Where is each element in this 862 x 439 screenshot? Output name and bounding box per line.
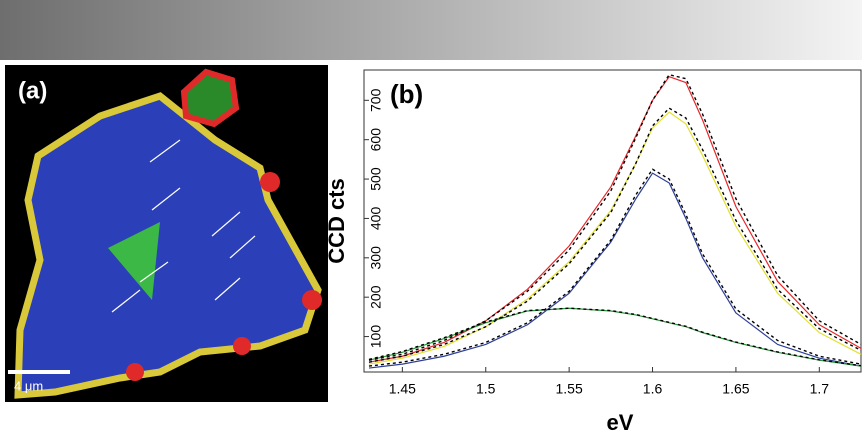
y-tick-label: 600: [368, 128, 384, 152]
x-tick-label: 1.45: [389, 381, 416, 397]
panel-a: (a) 4 μm: [5, 65, 328, 402]
x-tick-label: 1.65: [722, 381, 749, 397]
y-tick-label: 700: [368, 88, 384, 112]
x-axis-label: eV: [607, 410, 634, 435]
y-tick-label: 100: [368, 325, 384, 349]
y-tick-label: 200: [368, 285, 384, 309]
page: (a) 4 μm (b) eV CCD cts 1.45 1.5 1.55 1.6 1.…: [0, 0, 862, 439]
y-tick-label: 400: [368, 207, 384, 231]
plot-frame: [364, 70, 861, 372]
y-axis-label: CCD cts: [324, 178, 349, 264]
x-tick-label: 1.5: [476, 381, 496, 397]
panel-label: (b): [390, 79, 423, 109]
header-bar: [0, 0, 862, 60]
x-tick-label: 1.7: [810, 381, 830, 397]
edge-spot: [302, 290, 322, 310]
edge-spot: [260, 172, 280, 192]
figure: (a) 4 μm (b) eV CCD cts 1.45 1.5 1.55 1.6 1.…: [0, 0, 862, 439]
x-tick-label: 1.55: [556, 381, 583, 397]
y-tick-label: 500: [368, 167, 384, 191]
y-tick-label: 300: [368, 246, 384, 270]
edge-spot: [126, 363, 144, 381]
scale-bar: [8, 370, 70, 374]
scale-label: 4 μm: [14, 378, 43, 393]
edge-spot: [233, 337, 251, 355]
x-tick-label: 1.6: [643, 381, 663, 397]
panel-label: (a): [18, 77, 47, 104]
